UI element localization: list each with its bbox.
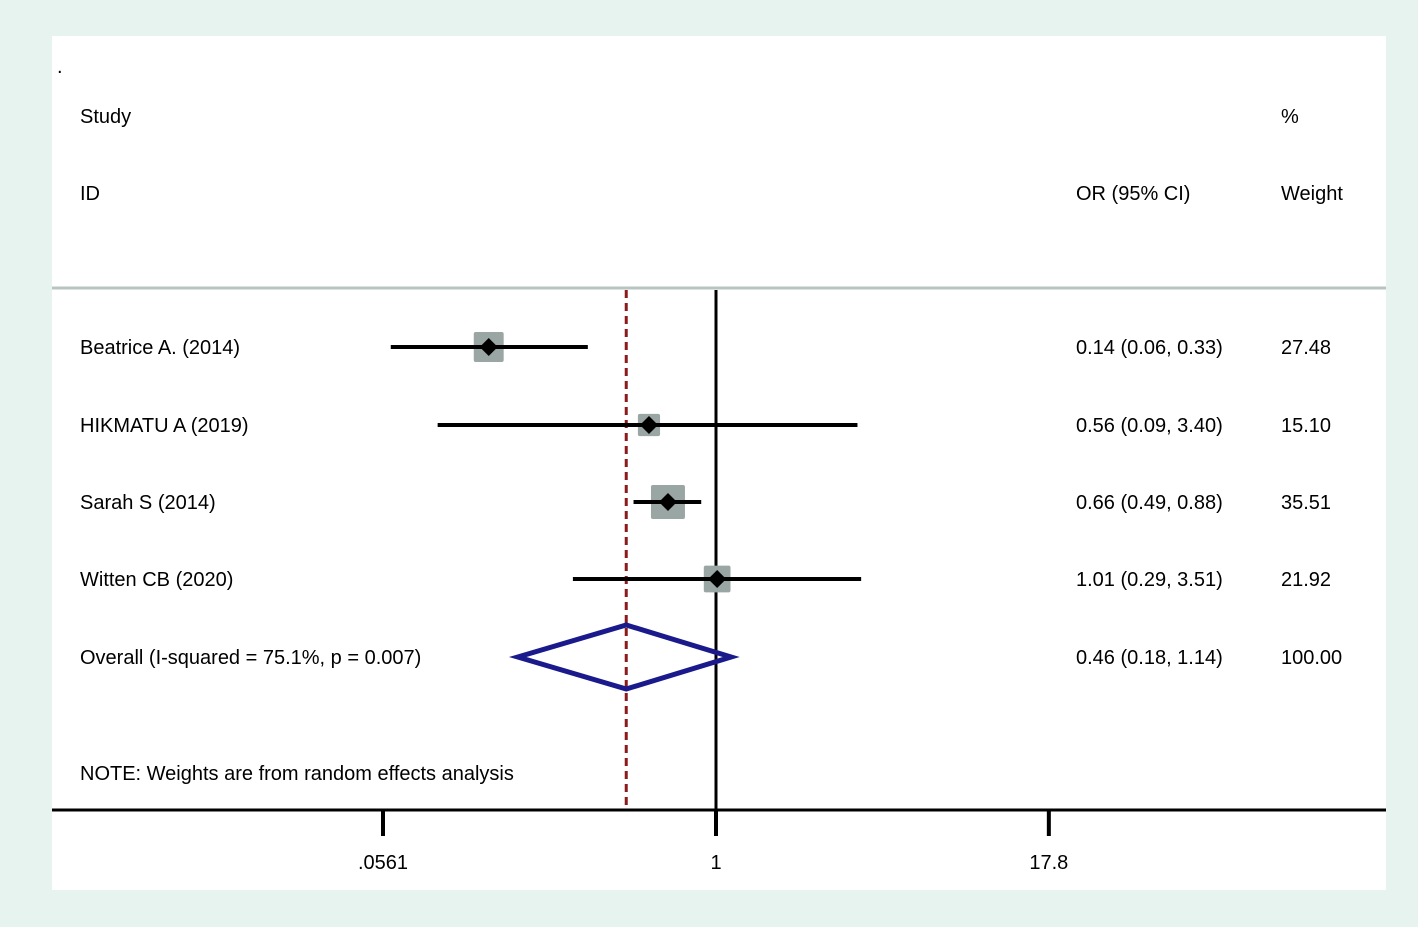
header-weight-percent: %: [1281, 106, 1299, 128]
header-ci: OR (95% CI): [1076, 183, 1190, 205]
study-rows: Beatrice A. (2014) 0.14 (0.06, 0.33) 27.48…: [80, 290, 1342, 810]
note-text: NOTE: Weights are from random effects an…: [80, 763, 514, 785]
weight-text: 35.51: [1281, 492, 1331, 514]
study-label: Beatrice A. (2014): [80, 337, 240, 359]
study-row: HIKMATU A (2019) 0.56 (0.09, 3.40) 15.10: [80, 413, 1331, 437]
point-estimate: [708, 570, 727, 588]
x-tick-label: 17.8: [1029, 852, 1068, 874]
overall-row: Overall (I-squared = 75.1%, p = 0.007) 0.…: [80, 622, 1342, 692]
study-label: Witten CB (2020): [80, 569, 233, 591]
overall-weight-text: 100.00: [1281, 647, 1342, 669]
ci-text: 0.66 (0.49, 0.88): [1076, 492, 1223, 514]
overall-ci-text: 0.46 (0.18, 1.14): [1076, 647, 1223, 669]
header-study: Study: [80, 106, 131, 128]
study-row: Sarah S (2014) 0.66 (0.49, 0.88) 35.51: [80, 485, 1331, 519]
weight-text: 21.92: [1281, 569, 1331, 591]
corner-mark: .: [57, 56, 63, 78]
point-estimate: [479, 338, 498, 356]
x-axis: .0561 1 17.8: [52, 808, 1386, 874]
header-id: ID: [80, 183, 100, 205]
x-tick-label: .0561: [358, 852, 408, 874]
point-estimate: [639, 416, 658, 434]
header-weight: Weight: [1281, 183, 1343, 205]
study-label: Sarah S (2014): [80, 492, 216, 514]
point-estimate: [658, 493, 677, 511]
ci-text: 1.01 (0.29, 3.51): [1076, 569, 1223, 591]
overall-label: Overall (I-squared = 75.1%, p = 0.007): [80, 647, 421, 669]
weight-text: 15.10: [1281, 415, 1331, 437]
study-row: Beatrice A. (2014) 0.14 (0.06, 0.33) 27.48: [80, 332, 1331, 362]
study-label: HIKMATU A (2019): [80, 415, 249, 437]
plot-panel: [52, 36, 1386, 890]
x-tick-label: 1: [710, 852, 721, 874]
weight-text: 27.48: [1281, 337, 1331, 359]
study-row: Witten CB (2020) 1.01 (0.29, 3.51) 21.92: [80, 565, 1331, 593]
ci-text: 0.56 (0.09, 3.40): [1076, 415, 1223, 437]
ci-text: 0.14 (0.06, 0.33): [1076, 337, 1223, 359]
overall-diamond: [508, 622, 740, 692]
